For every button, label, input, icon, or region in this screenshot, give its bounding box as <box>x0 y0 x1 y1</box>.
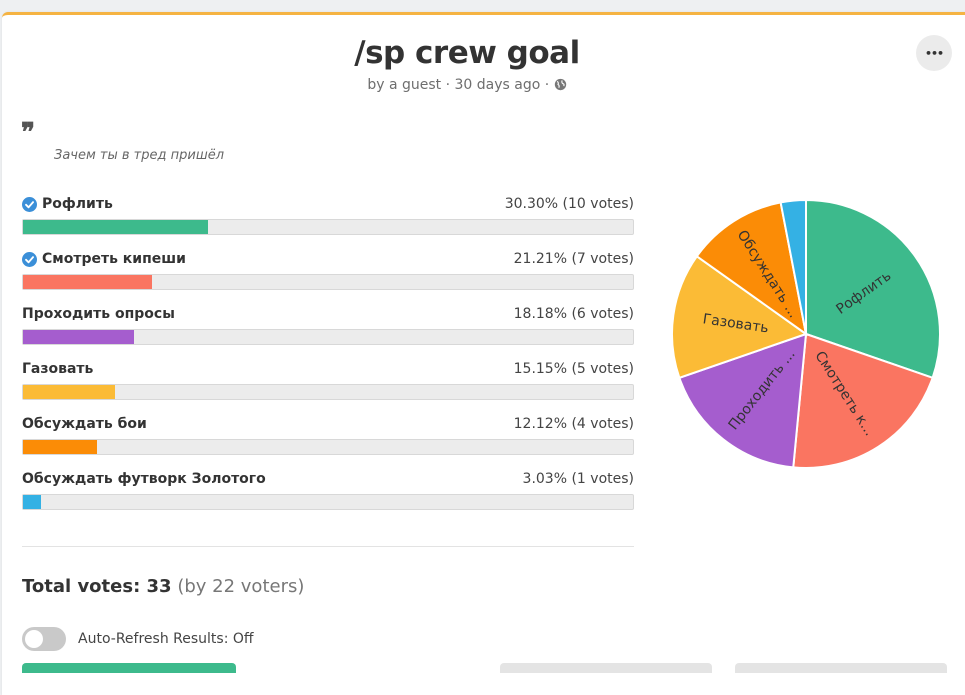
byline-text: by a guest · 30 days ago · <box>367 77 554 93</box>
result-option-stat: 12.12% (4 votes) <box>513 416 634 432</box>
result-bar-track <box>22 274 634 290</box>
result-option-label: Обсуждать футворк Золотого <box>22 471 266 487</box>
result-bar-fill <box>23 495 42 509</box>
result-option: Рофлить 30.30% (10 votes) <box>22 193 634 248</box>
result-option-header: Обсуждать бои 12.12% (4 votes) <box>22 413 634 435</box>
poll-title: /sp crew goal <box>354 35 580 71</box>
result-option-label: Смотреть кипеши <box>22 251 186 267</box>
auto-refresh-row: Auto-Refresh Results: Off <box>22 627 254 651</box>
results-list: Рофлить 30.30% (10 votes) Смотреть кипеши 2… <box>22 193 634 523</box>
result-option: Обсуждать футворк Золотого 3.03% (1 votes… <box>22 468 634 523</box>
result-option-stat: 21.21% (7 votes) <box>513 251 634 267</box>
result-option-label: Газовать <box>22 361 93 377</box>
option-label-text: Газовать <box>22 361 94 377</box>
result-option-label: Обсуждать бои <box>22 416 147 432</box>
result-bar-fill <box>23 440 97 454</box>
total-votes-label: Total votes: 33 <box>22 576 172 597</box>
result-option: Проходить опросы 18.18% (6 votes) <box>22 303 634 358</box>
result-bar-track <box>22 439 634 455</box>
poll-description: Зачем ты в тред пришёл <box>54 148 225 163</box>
result-option: Обсуждать бои 12.12% (4 votes) <box>22 413 634 468</box>
total-voters: (by 22 voters) <box>177 576 305 597</box>
check-circle-icon <box>22 251 37 267</box>
result-bar-fill <box>23 220 208 234</box>
result-bar-track <box>22 494 634 510</box>
result-option-stat: 30.30% (10 votes) <box>504 196 634 212</box>
result-option-header: Проходить опросы 18.18% (6 votes) <box>22 303 634 325</box>
poll-card: /sp crew goal by a guest · 30 days ago ·… <box>2 12 965 695</box>
result-option: Смотреть кипеши 21.21% (7 votes) <box>22 248 634 303</box>
result-option-label: Проходить опросы <box>22 306 175 322</box>
result-option-stat: 3.03% (1 votes) <box>522 471 634 487</box>
result-option-label: Рофлить <box>22 196 113 212</box>
tertiary-action-button[interactable] <box>735 663 947 673</box>
option-label-text: Проходить опросы <box>22 306 175 322</box>
primary-action-button[interactable] <box>22 663 236 673</box>
pie-slice <box>792 332 934 469</box>
option-label-text: Обсуждать футворк Золотого <box>22 471 266 487</box>
result-bar-track <box>22 329 634 345</box>
secondary-action-button[interactable] <box>500 663 712 673</box>
result-bar-fill <box>23 330 134 344</box>
result-bar-track <box>22 219 634 235</box>
more-horizontal-icon: ••• <box>924 46 944 60</box>
result-option-header: Обсуждать футворк Золотого 3.03% (1 votes… <box>22 468 634 490</box>
result-option-header: Рофлить 30.30% (10 votes) <box>22 193 634 215</box>
result-bar-fill <box>23 385 116 399</box>
option-label-text: Обсуждать бои <box>22 416 147 432</box>
result-option: Газовать 15.15% (5 votes) <box>22 358 634 413</box>
option-label-text: Рофлить <box>42 196 113 212</box>
result-bar-track <box>22 384 634 400</box>
check-circle-icon <box>22 196 37 212</box>
pie-slice <box>695 201 808 337</box>
pie-slice <box>779 198 807 335</box>
divider <box>22 546 634 547</box>
result-option-header: Газовать 15.15% (5 votes) <box>22 358 634 380</box>
total-votes: Total votes: 33 (by 22 voters) <box>22 576 304 597</box>
result-option-header: Смотреть кипеши 21.21% (7 votes) <box>22 248 634 270</box>
auto-refresh-toggle[interactable] <box>22 627 66 651</box>
more-options-button[interactable]: ••• <box>916 35 952 71</box>
pie-slice <box>805 198 941 380</box>
poll-byline: by a guest · 30 days ago · <box>2 77 932 93</box>
result-option-stat: 15.15% (5 votes) <box>513 361 634 377</box>
quote-icon: ❞ <box>21 118 35 148</box>
option-label-text: Смотреть кипеши <box>42 251 186 267</box>
toggle-knob <box>25 630 43 648</box>
pie-slice <box>671 254 809 380</box>
auto-refresh-label: Auto-Refresh Results: Off <box>78 631 254 647</box>
globe-icon <box>554 78 566 91</box>
result-bar-fill <box>23 275 153 289</box>
result-option-stat: 18.18% (6 votes) <box>513 306 634 322</box>
